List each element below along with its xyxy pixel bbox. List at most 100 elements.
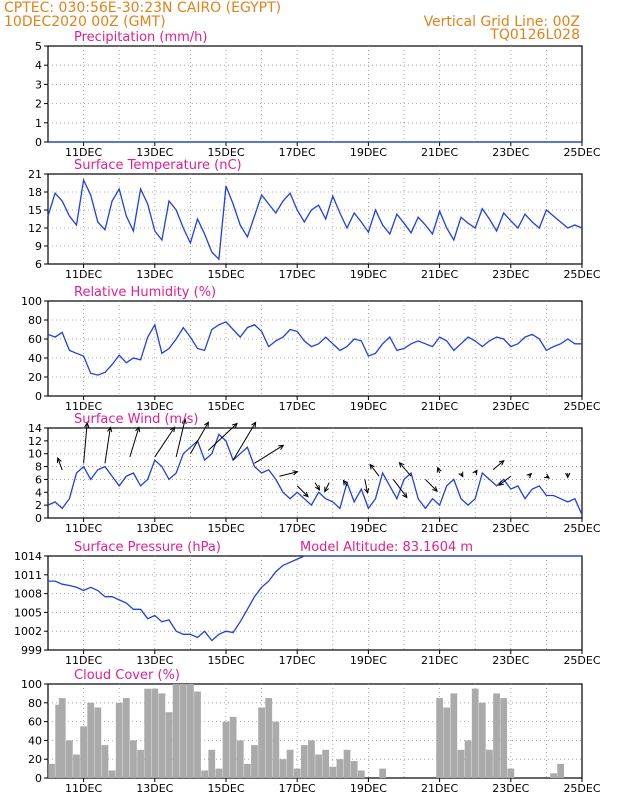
y-tick-label: 4 <box>35 59 42 72</box>
cloud-bar <box>201 770 209 778</box>
panel-frame <box>47 427 583 519</box>
x-tick-label: 15DEC <box>207 268 244 281</box>
wind-vector-head <box>315 484 321 491</box>
wind-vector-head <box>436 466 442 473</box>
y-tick-label: 6 <box>35 473 42 486</box>
cloud-bar <box>194 691 201 778</box>
cloud-bar <box>457 749 465 778</box>
wind-vector-head <box>342 479 349 486</box>
cloud-bar <box>478 702 486 778</box>
wind-vector <box>399 462 412 477</box>
wind-vector-head <box>498 460 505 466</box>
wind-vector-head <box>398 461 405 468</box>
wind-vector <box>83 422 88 464</box>
wind-vector-head <box>107 426 113 433</box>
panel-1 <box>44 45 583 146</box>
series-line <box>47 433 583 516</box>
x-tick-label: 17DEC <box>279 654 316 667</box>
y-tick-label: 15 <box>28 204 42 217</box>
cloud-bar <box>308 740 315 778</box>
cloud-bar <box>55 704 63 778</box>
wind-vector-head <box>170 426 176 433</box>
y-tick-label: 8 <box>35 461 42 474</box>
wind-vector <box>364 479 369 494</box>
y-tick-label: 0 <box>35 512 42 525</box>
y-tick-label: 999 <box>21 644 42 657</box>
x-tick-label: 23DEC <box>492 522 529 535</box>
wind-vector <box>392 479 408 498</box>
y-tick-label: 80 <box>28 697 42 710</box>
wind-vector-head <box>278 444 285 450</box>
wind-vector-head <box>498 480 505 486</box>
cloud-bar <box>486 749 493 778</box>
cloud-bar <box>236 740 244 778</box>
x-tick-label: 21DEC <box>421 268 458 281</box>
x-tick-label: 15DEC <box>207 782 244 795</box>
wind-vector <box>492 460 505 471</box>
y-tick-label: 60 <box>28 716 42 729</box>
wind-vector <box>189 421 209 454</box>
x-tick-label: 13DEC <box>136 654 173 667</box>
cloud-bar <box>272 721 280 778</box>
cloud-bar <box>258 707 265 778</box>
wind-vector-head <box>324 486 330 493</box>
wind-vector <box>279 471 298 477</box>
cloud-bar <box>130 740 137 778</box>
panel-title: Surface Temperature (nC) <box>74 158 242 173</box>
x-tick-label: 21DEC <box>421 654 458 667</box>
wind-vector-head <box>56 457 62 464</box>
cloud-bar <box>165 712 173 778</box>
x-tick-label: 19DEC <box>350 782 387 795</box>
wind-vector <box>254 444 284 464</box>
y-tick-label: 1014 <box>14 550 42 563</box>
wind-vector-head <box>472 469 478 476</box>
y-tick-label: 2 <box>35 499 42 512</box>
wind-vector <box>369 464 380 477</box>
wind-vector-head <box>432 486 438 492</box>
cloud-bar <box>279 759 287 778</box>
cloud-bar <box>122 698 130 778</box>
wind-vector <box>232 422 257 461</box>
cloud-bar <box>137 749 144 778</box>
y-tick-label: 1008 <box>14 588 42 601</box>
panel-2 <box>44 173 583 268</box>
y-tick-label: 0 <box>35 390 42 403</box>
wind-vector-head <box>232 422 238 429</box>
x-tick-label: 25DEC <box>563 654 600 667</box>
cloud-bar <box>471 688 479 778</box>
wind-vector-head <box>565 472 571 479</box>
cloud-bar <box>87 702 95 778</box>
panel-title: Precipitation (mm/h) <box>74 30 207 45</box>
cloud-bar <box>222 721 230 778</box>
x-tick-label: 23DEC <box>492 146 529 159</box>
wind-vector <box>104 427 111 464</box>
y-tick-label: 100 <box>21 678 42 691</box>
cloud-bar <box>329 766 337 778</box>
x-tick-label: 11DEC <box>65 146 102 159</box>
y-tick-label: 0 <box>35 136 42 149</box>
panel-4 <box>44 418 583 522</box>
cloud-bar <box>251 745 258 778</box>
wind-vector <box>129 427 140 458</box>
x-tick-label: 19DEC <box>350 522 387 535</box>
wind-vector <box>296 485 309 498</box>
y-tick-label: 21 <box>28 168 42 181</box>
x-tick-label: 15DEC <box>207 654 244 667</box>
cloud-bar <box>243 763 251 778</box>
x-tick-label: 23DEC <box>492 782 529 795</box>
y-tick-label: 100 <box>21 295 42 308</box>
x-tick-label: 11DEC <box>65 268 102 281</box>
panel-frame <box>47 300 583 397</box>
x-tick-label: 21DEC <box>421 146 458 159</box>
wind-vector-head <box>251 421 257 428</box>
cloud-bar <box>115 702 123 778</box>
wind-vector-head <box>181 418 187 425</box>
wind-vector <box>324 482 330 492</box>
x-tick-label: 17DEC <box>279 782 316 795</box>
cloud-bar <box>151 688 159 778</box>
x-tick-label: 19DEC <box>350 268 387 281</box>
x-tick-label: 13DEC <box>136 268 173 281</box>
x-tick-label: 17DEC <box>279 400 316 413</box>
cloud-bar <box>108 770 116 778</box>
x-tick-label: 13DEC <box>136 782 173 795</box>
